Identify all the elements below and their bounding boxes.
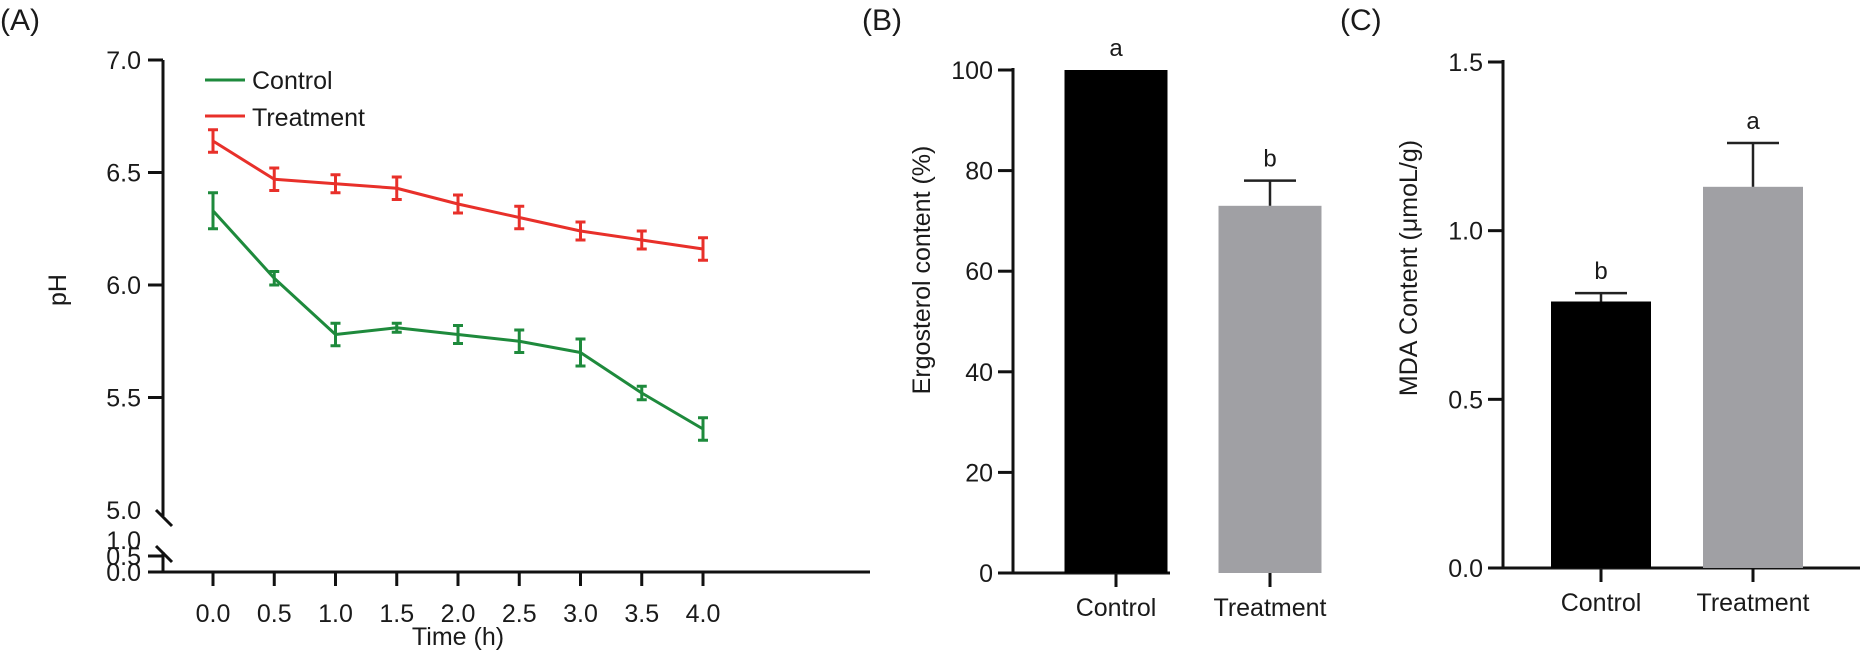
panel-a-legend: Control Treatment [205, 67, 365, 132]
panel-a-x-tick-label: 0.5 [257, 600, 292, 628]
data-point [701, 247, 705, 251]
significance-letter: b [1263, 146, 1276, 173]
x-tick-label: Control [1561, 589, 1642, 617]
panel-a-y-tick-label: 0.0 [106, 559, 141, 587]
panel-b-label: (B) [862, 4, 902, 37]
panel-b-y-tick-label: 20 [965, 459, 993, 487]
significance-letter: b [1594, 258, 1607, 285]
data-point [640, 391, 644, 395]
significance-letter: a [1746, 108, 1760, 135]
data-point [272, 177, 276, 181]
data-point [272, 276, 276, 280]
data-point [579, 351, 582, 354]
bar-group-treatment: b Treatment [1213, 146, 1326, 622]
panel-a-y-ticks: 5.0 5.5 6.0 6.5 7.0 0.00.51.0 [106, 47, 163, 587]
x-tick-label: Treatment [1213, 594, 1326, 622]
bar-group-control: b Control [1551, 258, 1651, 617]
significance-letter: a [1109, 35, 1123, 62]
panel-b-y-tick-label: 100 [951, 57, 993, 85]
panel-a-y-tick-label: 1.0 [106, 527, 141, 555]
panel-c-y-tick-label: 1.5 [1448, 49, 1483, 77]
series-control [208, 191, 708, 442]
bar-control [1064, 70, 1168, 573]
series-line-control [211, 209, 704, 431]
panel-a-x-tick-label: 3.5 [624, 600, 659, 628]
panel-b-bars: a Control b Treatment [1064, 35, 1327, 622]
panel-b-bar-chart: (B) Ergosterol content (%) 020406080100 … [862, 4, 1327, 622]
panel-a-series [208, 128, 708, 442]
legend-label-control: Control [252, 67, 333, 95]
panel-a-x-tick-label: 1.5 [379, 600, 414, 628]
panel-a-y-axis-title: pH [44, 274, 72, 306]
panel-a-line-chart: (A) pH Time (h) 5.05.56.06.57.00.00.51.0… [0, 4, 870, 651]
data-point [456, 333, 460, 336]
panel-a-axis-break-mark [154, 544, 174, 564]
panel-a-x-ticks: 0.0 0.5 1.0 1.5 2.0 2.5 3.0 3.5 4.0 [196, 572, 721, 628]
bar-treatment [1703, 186, 1803, 568]
panel-c-y-axis-title: MDA Content (μmoL/g) [1395, 140, 1423, 396]
panel-a-y-tick-label: 0.5 [106, 543, 141, 571]
panel-c-y-ticks: 0.0 0.5 1.0 1.5 [1448, 49, 1503, 583]
data-point [334, 182, 337, 186]
data-point [395, 186, 399, 190]
panel-a-y-tick-label: 6.0 [106, 272, 141, 300]
panel-a-y-tick-label: 6.5 [106, 160, 141, 188]
data-point [579, 229, 582, 233]
data-point [211, 139, 215, 143]
x-tick-label: Treatment [1696, 589, 1809, 617]
bar-control [1551, 301, 1651, 568]
panel-a-x-tick-label: 2.5 [502, 600, 537, 628]
panel-a-y-tick-label: 5.0 [106, 497, 141, 525]
panel-a-x-tick-label: 0.0 [196, 600, 231, 628]
data-point [334, 333, 337, 336]
panel-a-x-tick-label: 2.0 [441, 600, 476, 628]
panel-c-y-tick-label: 0.5 [1448, 386, 1483, 414]
data-point [456, 202, 460, 206]
panel-b-y-tick-label: 80 [965, 158, 993, 186]
data-point [517, 339, 521, 343]
panel-a-y-tick-label: 5.5 [106, 385, 141, 413]
panel-b-y-tick-label: 40 [965, 359, 993, 387]
data-point [517, 216, 521, 219]
panel-a-axis-break-mark [154, 508, 174, 528]
data-point [211, 209, 215, 213]
legend-label-treatment: Treatment [252, 104, 365, 132]
panel-a-label: (A) [0, 4, 40, 37]
panel-b-y-ticks: 0 20 40 60 80 100 [951, 57, 1013, 588]
panel-a-y-tick-label: 7.0 [106, 47, 141, 75]
panel-c-y-tick-label: 0.0 [1448, 555, 1483, 583]
panel-c-bars: b Control a Treatment [1551, 108, 1810, 617]
panel-c-y-tick-label: 1.0 [1448, 218, 1483, 246]
panel-c-axes [1488, 60, 1860, 570]
data-point [640, 238, 644, 242]
data-point [395, 326, 399, 330]
bar-group-control: a Control [1064, 35, 1168, 622]
x-tick-label: Control [1076, 594, 1157, 622]
panel-b-y-axis-title: Ergosterol content (%) [908, 146, 936, 395]
panel-a-axes [148, 60, 870, 574]
bar-treatment [1218, 205, 1322, 573]
bar-group-treatment: a Treatment [1696, 108, 1809, 617]
panel-c-bar-chart: (C) MDA Content (μmoL/g) 0.0 0.5 1.0 1.5 b C… [1340, 4, 1860, 617]
panel-b-y-tick-label: 0 [979, 560, 993, 588]
panel-a-x-tick-label: 1.0 [318, 600, 353, 628]
panel-a-x-tick-label: 4.0 [686, 600, 721, 628]
panel-c-label: (C) [1340, 4, 1382, 37]
data-point [701, 427, 705, 431]
series-treatment [208, 128, 708, 262]
panel-a-x-axis-title: Time (h) [412, 623, 504, 651]
panel-b-y-tick-label: 60 [965, 258, 993, 286]
panel-a-x-tick-label: 3.0 [563, 600, 598, 628]
